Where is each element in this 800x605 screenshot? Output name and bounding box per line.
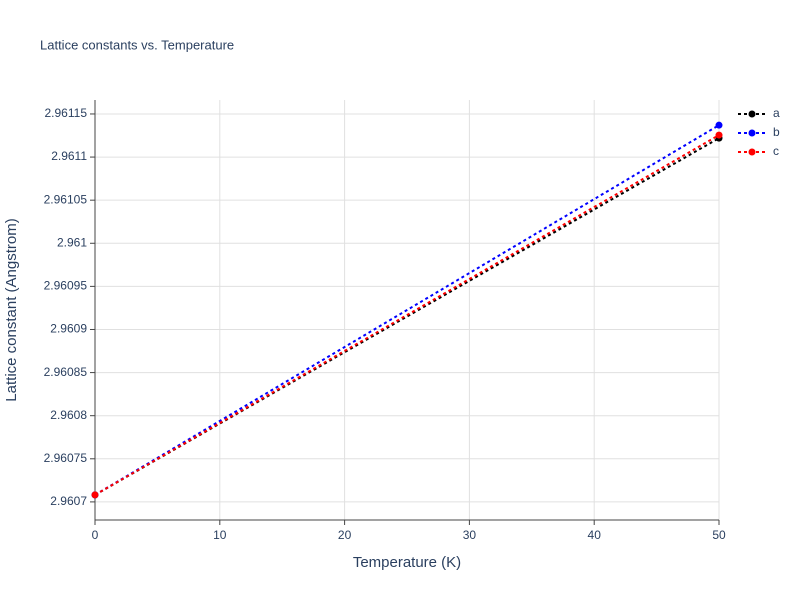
series-line bbox=[94, 124, 720, 496]
y-tick-label: 2.96115 bbox=[45, 106, 88, 120]
x-axis-title: Temperature (K) bbox=[353, 554, 461, 571]
legend-marker bbox=[748, 129, 756, 137]
y-tick-label: 2.9608 bbox=[50, 408, 87, 422]
legend-label: b bbox=[773, 125, 780, 139]
x-tick-label: 0 bbox=[92, 528, 99, 542]
legend-label: c bbox=[773, 144, 779, 158]
y-tick-label: 2.96095 bbox=[44, 279, 88, 293]
y-tick-label: 2.96075 bbox=[44, 451, 88, 465]
legend-marker bbox=[748, 110, 756, 118]
y-tick-label: 2.9609 bbox=[50, 322, 87, 336]
data-point bbox=[91, 491, 99, 499]
legend-marker bbox=[748, 148, 756, 156]
chart-title: Lattice constants vs. Temperature bbox=[40, 37, 234, 52]
x-tick-label: 10 bbox=[213, 528, 227, 542]
series-line bbox=[94, 134, 720, 496]
x-tick-label: 30 bbox=[463, 528, 477, 542]
y-tick-label: 2.96105 bbox=[44, 192, 88, 206]
data-point bbox=[715, 121, 723, 129]
y-tick-label: 2.961 bbox=[57, 235, 87, 249]
x-tick-label: 50 bbox=[712, 528, 726, 542]
y-tick-label: 2.96085 bbox=[44, 365, 88, 379]
x-tick-label: 40 bbox=[588, 528, 602, 542]
y-axis-title: Lattice constant (Angstrom) bbox=[3, 218, 20, 401]
y-tick-label: 2.9607 bbox=[50, 494, 87, 508]
legend-label: a bbox=[773, 106, 780, 120]
y-tick-label: 2.9611 bbox=[51, 149, 87, 163]
x-tick-label: 20 bbox=[338, 528, 352, 542]
data-point bbox=[715, 131, 723, 139]
